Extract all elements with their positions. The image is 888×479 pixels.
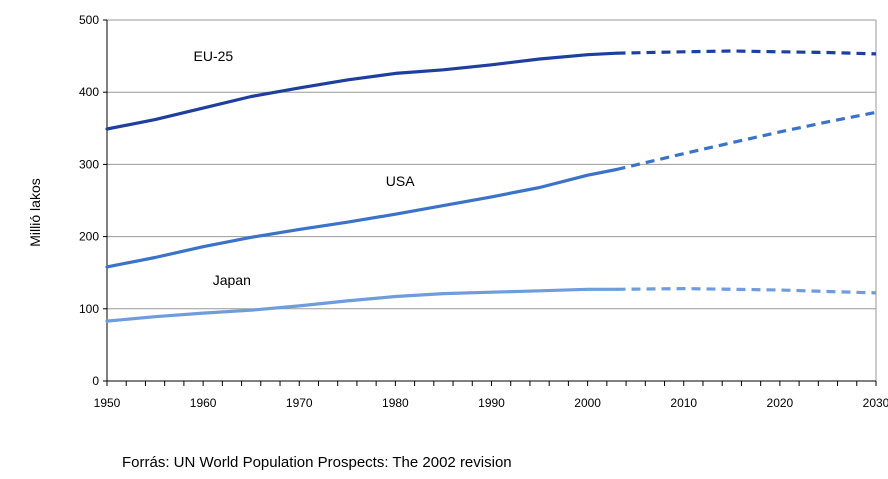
series-line (105, 167, 619, 269)
population-line-chart: 0 100 200 300 400 500 1950 1960 1970 1980 1990 2000… (27, 13, 888, 410)
series-line (105, 51, 619, 131)
y-axis-label: Millió lakos (27, 178, 43, 246)
y-tick-label: 300 (79, 157, 99, 171)
series-eu-25 (105, 49, 877, 131)
series-annotation: USA (386, 173, 415, 189)
y-tick-label: 200 (79, 230, 99, 244)
series-projection-line (616, 286, 877, 295)
series-projection-line (616, 110, 877, 172)
x-tick-label: 1980 (382, 396, 409, 410)
x-tick-label: 1990 (478, 396, 505, 410)
series-japan (105, 286, 877, 323)
x-tick-label: 1970 (286, 396, 313, 410)
y-tick-label: 100 (79, 302, 99, 316)
y-tick-label: 0 (92, 374, 99, 388)
series-projection-line (616, 49, 877, 56)
series-line (105, 287, 619, 323)
y-tick-label: 500 (79, 13, 99, 27)
series-annotation: EU-25 (194, 48, 234, 64)
x-tick-label: 1960 (190, 396, 217, 410)
series-annotation: Japan (213, 272, 251, 288)
x-tick-label: 2010 (670, 396, 697, 410)
x-tick-label: 2030 (863, 396, 888, 410)
x-tick-label: 1950 (94, 396, 121, 410)
source-note: Forrás: UN World Population Prospects: T… (122, 454, 512, 471)
x-tick-label: 2020 (767, 396, 794, 410)
series-usa (105, 110, 877, 269)
y-tick-label: 400 (79, 85, 99, 99)
x-tick-label: 2000 (574, 396, 601, 410)
